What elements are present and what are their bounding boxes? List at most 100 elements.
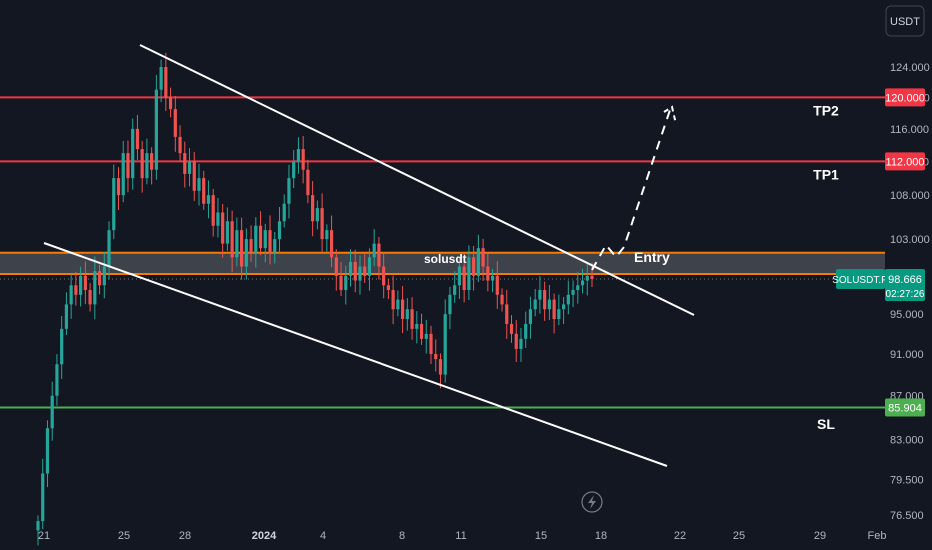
candle-body	[249, 239, 253, 253]
candle-body	[419, 323, 424, 339]
candle-body	[543, 290, 547, 310]
currency-button[interactable]	[885, 5, 925, 37]
candle-body	[334, 257, 338, 276]
candle-body	[353, 261, 357, 281]
candle-body	[202, 178, 206, 204]
candle-body	[116, 178, 121, 196]
x-tick-label: 28	[179, 530, 191, 542]
x-tick-label: 25	[733, 530, 745, 542]
x-tick-label: Feb	[868, 530, 887, 542]
entry-zone	[0, 252, 885, 274]
candle-body	[301, 149, 305, 170]
y-tick-label: 91.000	[890, 349, 924, 361]
y-tick-label: 116.000	[890, 124, 929, 136]
candle-body	[514, 333, 518, 349]
candle-body	[344, 275, 348, 291]
candle-body	[509, 323, 514, 334]
candle-body	[377, 243, 381, 267]
candle-body	[448, 294, 452, 315]
candle-body	[183, 153, 187, 174]
x-tick-label: 29	[814, 530, 826, 542]
candle-body	[45, 428, 50, 474]
candle-body	[60, 328, 64, 365]
y-tick-label: 103.000	[890, 234, 930, 246]
candle-body	[50, 395, 54, 429]
candle-body	[225, 221, 230, 244]
y-tick-label: 124.000	[890, 62, 930, 74]
symbol-tag	[836, 268, 885, 289]
candle-body	[524, 323, 528, 339]
x-tick-label: 21	[38, 530, 50, 542]
candle-body	[159, 67, 163, 90]
current-price-value: 98.666	[888, 274, 922, 286]
candle-body	[386, 285, 390, 291]
candle-body	[400, 299, 405, 319]
candle-body	[576, 285, 580, 291]
candle-body	[97, 271, 102, 286]
candle-body	[391, 290, 395, 310]
candle-body	[164, 67, 168, 98]
candle-body	[348, 261, 353, 276]
candle-body	[438, 359, 443, 375]
lightning-icon[interactable]	[581, 491, 603, 513]
candle-body	[216, 212, 220, 226]
candle-body	[306, 169, 310, 196]
currency-label: USDT	[890, 16, 920, 28]
candle-body	[311, 195, 315, 222]
candle-body	[561, 304, 566, 310]
candle-body	[36, 521, 40, 531]
candle-body	[519, 338, 523, 349]
candle-body	[424, 333, 428, 339]
x-tick-label: 25	[118, 530, 130, 542]
candle-body	[287, 178, 291, 204]
candle-body	[486, 266, 490, 281]
x-tick-label: 18	[595, 530, 607, 542]
candle-body	[533, 299, 537, 310]
candle-body	[495, 275, 499, 295]
candle-body	[173, 109, 177, 137]
candle-body	[443, 314, 447, 375]
candle-body	[382, 266, 386, 286]
candle-body	[329, 230, 334, 258]
candle-body	[121, 153, 125, 196]
candle-body	[131, 128, 135, 179]
candle-body	[93, 271, 97, 305]
candle-body	[197, 178, 201, 191]
candle-body	[538, 290, 542, 300]
candle-body	[79, 275, 83, 295]
price-tag-value: 85.904	[888, 402, 922, 414]
candle-body	[292, 161, 296, 179]
level-label-tp1: TP1	[813, 166, 839, 182]
projection-arrowhead	[663, 105, 677, 125]
x-tick-label: 4	[320, 530, 326, 542]
candle-body	[339, 275, 343, 291]
x-tick-label: 2024	[252, 530, 277, 542]
candle-body	[358, 266, 362, 281]
x-tick-label: 11	[455, 530, 466, 542]
candle-body	[168, 97, 173, 110]
candle-body	[566, 294, 570, 305]
price-tag-value: 112.000	[886, 156, 925, 168]
candle-body	[429, 333, 433, 355]
candle-body	[481, 248, 485, 267]
zone-caption: solusdt	[424, 252, 467, 266]
candle-body	[112, 178, 116, 231]
price-tag-value: 120.000	[885, 92, 925, 104]
candle-body	[41, 473, 45, 522]
candle-body	[268, 230, 272, 253]
candle-body	[230, 221, 234, 258]
y-tick-label: 83.000	[890, 434, 924, 446]
candle-body	[187, 161, 192, 174]
candle-body	[263, 230, 267, 249]
candle-body	[240, 230, 244, 267]
projection-path	[591, 109, 671, 271]
candle-body	[64, 304, 69, 329]
level-label-sl: SL	[817, 416, 835, 432]
candle-body	[320, 208, 324, 240]
candle-body	[88, 290, 92, 305]
candle-body	[467, 257, 471, 291]
x-tick-label: 22	[674, 530, 686, 542]
candle-body	[178, 136, 182, 154]
